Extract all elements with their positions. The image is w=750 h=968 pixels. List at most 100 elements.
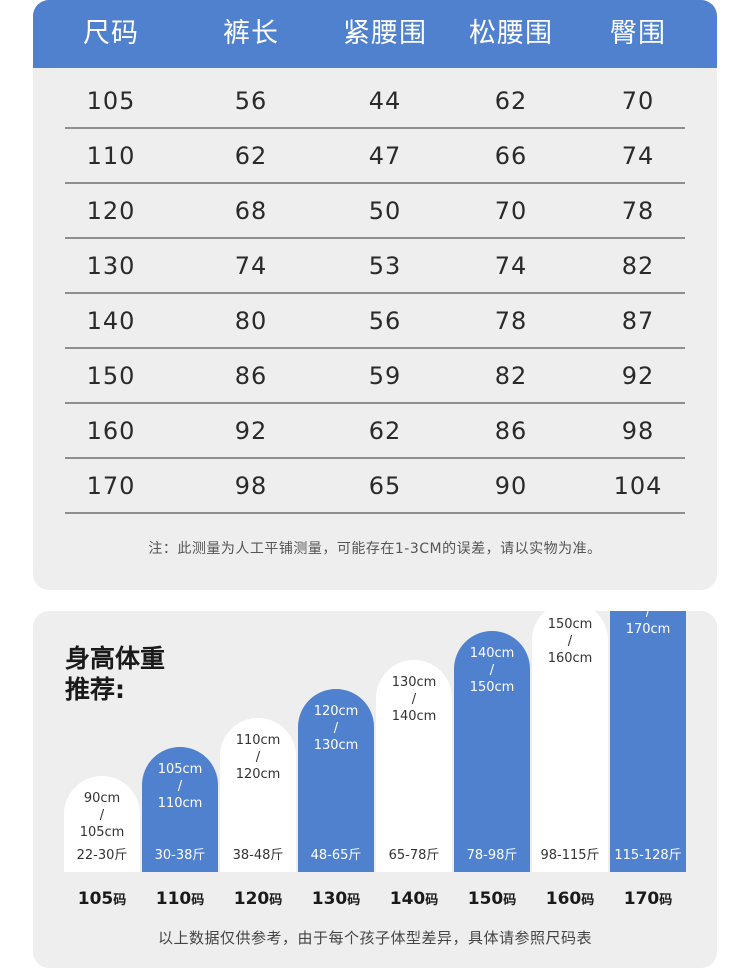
height-range: 110cm / 120cm	[220, 732, 296, 783]
cell-loose-waist: 90	[494, 472, 528, 500]
table-row: 150 86 59 82 92	[65, 349, 685, 404]
recommend-note: 以上数据仅供参考，由于每个孩子体型差异，具体请参照尺码表	[157, 929, 592, 947]
cell-pants-length: 98	[234, 472, 268, 500]
height-high: 140cm	[391, 709, 437, 724]
cell-hip: 82	[621, 252, 655, 280]
cell-pants-length: 74	[234, 252, 268, 280]
height-high: 150cm	[469, 680, 515, 695]
header-hip: 臀围	[610, 18, 666, 49]
height-range: 160cm/170cm	[610, 611, 686, 638]
size-table-header: 尺码 裤长 紧腰围 松腰围 臀围	[33, 0, 717, 68]
table-row: 170 98 65 90 104	[65, 459, 685, 514]
cell-size: 160	[86, 417, 136, 445]
size-unit: 码	[269, 893, 283, 908]
cell-hip: 78	[621, 197, 655, 225]
height-high: 170cm	[625, 622, 671, 637]
header-size: 尺码	[83, 18, 139, 49]
height-range: 150cm / 160cm	[532, 616, 608, 667]
cell-size: 110	[86, 142, 136, 170]
size-110-bar: 105cm / 110cm 30-38斤	[142, 747, 218, 872]
height-sep: /	[333, 721, 339, 736]
size-number: 120	[233, 889, 270, 909]
size-label: 105码	[64, 889, 140, 909]
height-high: 130cm	[313, 738, 359, 753]
size-number: 110	[155, 889, 192, 909]
table-row: 130 74 53 74 82	[65, 239, 685, 294]
table-row: 110 62 47 66 74	[65, 129, 685, 184]
size-chart-card: 尺码 裤长 紧腰围 松腰围 臀围 105 56 44 62 70 110 62 47 66 74 1…	[33, 0, 717, 590]
weight-range: 38-48斤	[232, 848, 284, 863]
cell-hip: 98	[621, 417, 655, 445]
cell-hip: 70	[621, 87, 655, 115]
size-label: 170码	[610, 889, 686, 909]
cell-pants-length: 68	[234, 197, 268, 225]
cell-loose-waist: 86	[494, 417, 528, 445]
cell-tight-waist: 56	[368, 307, 402, 335]
weight-range: 98-115斤	[540, 848, 600, 863]
size-label: 140码	[376, 889, 452, 909]
cell-loose-waist: 66	[494, 142, 528, 170]
height-sep: /	[489, 663, 495, 678]
size-unit: 码	[425, 893, 439, 908]
size-unit: 码	[659, 893, 673, 908]
cell-tight-waist: 62	[368, 417, 402, 445]
cell-tight-waist: 50	[368, 197, 402, 225]
weight-range: 48-65斤	[310, 848, 362, 863]
cell-hip: 92	[621, 362, 655, 390]
table-row: 120 68 50 70 78	[65, 184, 685, 239]
table-row: 105 56 44 62 70	[65, 74, 685, 129]
size-unit: 码	[503, 893, 517, 908]
cell-size: 130	[86, 252, 136, 280]
cell-hip: 74	[621, 142, 655, 170]
size-label: 160码	[532, 889, 608, 909]
header-tight-waist: 紧腰围	[343, 18, 427, 49]
height-low: 140cm	[469, 646, 515, 661]
height-sep: /	[99, 808, 105, 823]
height-high: 160cm	[547, 651, 593, 666]
height-range: 105cm / 110cm	[142, 761, 218, 812]
size-number: 105	[77, 889, 114, 909]
cell-loose-waist: 62	[494, 87, 528, 115]
cell-tight-waist: 59	[368, 362, 402, 390]
size-unit: 码	[191, 893, 205, 908]
size-label: 120码	[220, 889, 296, 909]
weight-range: 22-30斤	[76, 848, 128, 863]
height-low: 150cm	[547, 617, 593, 632]
weight-range: 78-98斤	[466, 848, 518, 863]
weight-range: 65-78斤	[388, 848, 440, 863]
cell-tight-waist: 44	[368, 87, 402, 115]
height-low: 120cm	[313, 704, 359, 719]
cell-pants-length: 56	[234, 87, 268, 115]
recommend-title-line2: 推荐:	[65, 675, 125, 704]
weight-range: 30-38斤	[154, 848, 206, 863]
cell-loose-waist: 70	[494, 197, 528, 225]
height-sep: /	[645, 611, 651, 620]
size-unit: 码	[113, 893, 127, 908]
size-unit: 码	[347, 893, 361, 908]
height-high: 120cm	[235, 767, 281, 782]
height-range: 90cm / 105cm	[64, 790, 140, 841]
size-130-bar: 120cm / 130cm 48-65斤	[298, 689, 374, 872]
cell-loose-waist: 78	[494, 307, 528, 335]
size-label: 150码	[454, 889, 530, 909]
height-low: 110cm	[235, 733, 281, 748]
height-range: 140cm / 150cm	[454, 645, 530, 696]
size-number: 140	[389, 889, 426, 909]
height-weight-card: 身高体重 推荐: 90cm/105cm 22-30斤 105码 105cm/110cm…	[33, 611, 717, 968]
height-high: 105cm	[79, 825, 125, 840]
cell-pants-length: 80	[234, 307, 268, 335]
size-label: 130码	[298, 889, 374, 909]
height-range: 120cm / 130cm	[298, 703, 374, 754]
height-high: 110cm	[157, 796, 203, 811]
size-number: 170	[623, 889, 660, 909]
height-sep: /	[255, 750, 261, 765]
cell-tight-waist: 47	[368, 142, 402, 170]
cell-size: 150	[86, 362, 136, 390]
size-number: 150	[467, 889, 504, 909]
cell-pants-length: 62	[234, 142, 268, 170]
cell-tight-waist: 65	[368, 472, 402, 500]
cell-tight-waist: 53	[368, 252, 402, 280]
table-row: 160 92 62 86 98	[65, 404, 685, 459]
cell-loose-waist: 82	[494, 362, 528, 390]
height-low: 105cm	[157, 762, 203, 777]
